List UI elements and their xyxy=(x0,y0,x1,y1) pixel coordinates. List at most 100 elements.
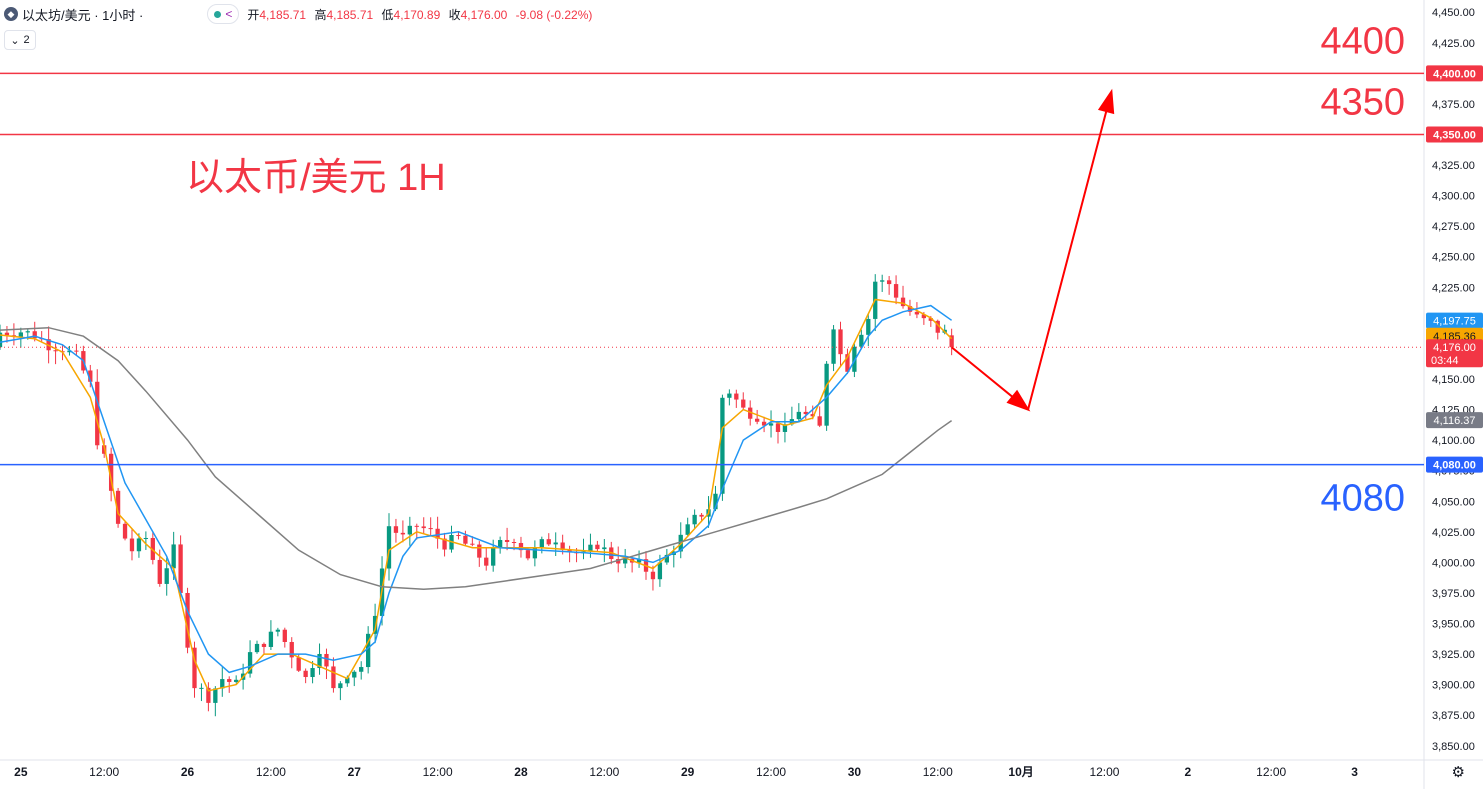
level-tag-text: 4,080.00 xyxy=(1433,460,1476,472)
candle-body xyxy=(477,544,482,558)
candle-body xyxy=(317,653,322,669)
candle-body xyxy=(824,363,829,426)
y-tick-label: 4,450.00 xyxy=(1432,7,1475,19)
forecast-arrow-down xyxy=(951,346,1031,412)
candle-body xyxy=(171,544,176,569)
candle-body xyxy=(88,370,93,382)
gear-icon[interactable]: ⚙ xyxy=(1451,764,1465,781)
x-tick-label: 12:00 xyxy=(1089,765,1119,779)
candle-body xyxy=(567,549,572,553)
candle-body xyxy=(234,679,239,682)
candle-body xyxy=(504,540,510,543)
level-label: 4080 xyxy=(1320,478,1405,520)
y-tick-label: 4,325.00 xyxy=(1432,160,1475,172)
level-tag xyxy=(1426,65,1483,82)
candle-body xyxy=(664,554,670,563)
candle-body xyxy=(289,641,294,658)
candle-body xyxy=(122,523,128,539)
level-tag xyxy=(1426,126,1483,143)
x-tick-label: 10月 xyxy=(1008,765,1033,779)
price-tag xyxy=(1426,412,1483,429)
candle-body xyxy=(761,421,767,426)
candle-body xyxy=(845,354,850,372)
y-tick-label: 3,975.00 xyxy=(1432,588,1475,600)
candle-body xyxy=(692,514,697,525)
candle-body xyxy=(560,542,565,550)
y-tick-label: 4,150.00 xyxy=(1432,374,1475,386)
candle-body xyxy=(685,524,690,535)
y-tick-label: 4,000.00 xyxy=(1432,557,1475,569)
x-tick-label: 12:00 xyxy=(589,765,619,779)
symbol-label[interactable]: 以太坊/美元 · 1小时 · xyxy=(22,7,144,23)
candle-body xyxy=(775,423,781,432)
candle-body xyxy=(838,329,843,355)
candle-body xyxy=(699,514,704,517)
candle-body xyxy=(754,418,760,422)
y-tick-label: 4,275.00 xyxy=(1432,221,1475,233)
candle-body xyxy=(136,538,142,552)
change-value: -9.08 (-0.22%) xyxy=(515,7,593,22)
candle-body xyxy=(310,668,315,678)
candle-body xyxy=(95,381,100,446)
candle-body xyxy=(602,547,607,550)
candle-body xyxy=(428,528,433,530)
candle-body xyxy=(372,615,378,634)
forecast-arrow-up xyxy=(1027,88,1115,410)
x-tick-label: 12:00 xyxy=(89,765,119,779)
candle-body xyxy=(157,559,162,584)
ethereum-icon: ◆ xyxy=(4,7,18,21)
candle-body xyxy=(275,629,281,632)
countdown-text: 03:44 xyxy=(1431,355,1459,367)
x-tick-label: 29 xyxy=(681,765,695,779)
chart-title: 以太币/美元 1H xyxy=(186,157,446,199)
y-tick-label: 4,425.00 xyxy=(1432,38,1475,50)
y-tick-label: 4,250.00 xyxy=(1432,252,1475,264)
candle-body xyxy=(185,592,190,648)
candle-body xyxy=(143,537,149,539)
y-tick-label: 4,225.00 xyxy=(1432,282,1475,294)
candle-body xyxy=(268,631,274,647)
candle-body xyxy=(741,399,746,408)
candle-body xyxy=(414,525,419,527)
candle-body xyxy=(192,647,197,689)
candle-body xyxy=(782,424,788,432)
price-tag xyxy=(1426,339,1483,368)
x-tick-label: 3 xyxy=(1351,765,1358,779)
chevron-down-icon: ⌄ xyxy=(10,34,20,47)
candle-body xyxy=(921,314,927,319)
level-tag-text: 4,350.00 xyxy=(1433,129,1476,141)
ma-line-3 xyxy=(0,326,953,591)
candle-body xyxy=(4,332,10,336)
x-tick-label: 25 xyxy=(14,765,28,779)
indicators-toggle[interactable]: ⌄ 2 xyxy=(4,30,36,50)
candle-body xyxy=(213,688,218,703)
candle-body xyxy=(282,629,287,642)
level-tag xyxy=(1426,456,1483,473)
candle-body xyxy=(810,414,815,417)
candle-body xyxy=(713,493,718,510)
y-tick-label: 4,100.00 xyxy=(1432,435,1475,447)
candle-body xyxy=(880,280,885,282)
candle-body xyxy=(206,687,211,703)
x-tick-label: 12:00 xyxy=(923,765,953,779)
candle-body xyxy=(393,526,399,533)
candle-body xyxy=(893,284,899,298)
candle-body xyxy=(803,411,808,415)
candle-body xyxy=(518,543,524,551)
candle-body xyxy=(525,550,531,559)
market-status[interactable]: < xyxy=(207,4,240,24)
candle-body xyxy=(636,559,642,563)
x-tick-label: 26 xyxy=(181,765,195,779)
y-tick-label: 3,950.00 xyxy=(1432,619,1475,631)
x-tick-label: 12:00 xyxy=(423,765,453,779)
candle-body xyxy=(150,537,155,560)
y-tick-label: 4,300.00 xyxy=(1432,191,1475,203)
candle-body xyxy=(247,652,253,674)
candle-body xyxy=(623,558,628,564)
candle-body xyxy=(866,318,871,335)
candle-body xyxy=(18,332,23,337)
candle-body xyxy=(442,538,447,550)
y-tick-label: 4,375.00 xyxy=(1432,99,1475,111)
candle-body xyxy=(366,633,371,668)
